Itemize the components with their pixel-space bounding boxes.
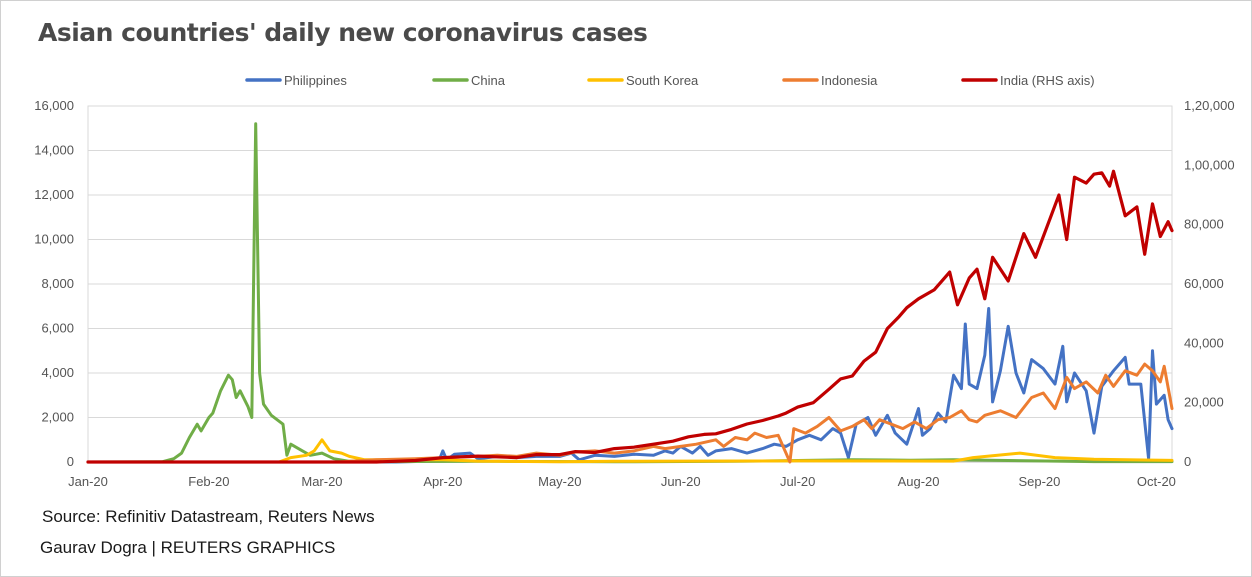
- x-tick-label: May-20: [538, 474, 581, 489]
- y-tick-label-left: 8,000: [41, 276, 74, 291]
- x-axis: Jan-20 Feb-20 Mar-20 Apr-20 May-20 Jun-20 Jul-…: [68, 461, 1176, 489]
- legend-label-china: China: [471, 73, 506, 88]
- x-tick-label: Jul-20: [780, 474, 815, 489]
- source-note: Source: Refinitiv Datastream, Reuters Ne…: [42, 507, 375, 526]
- left-y-axis: 0 2,000 4,000 6,000 8,000 10,000 12,000 14,000 1…: [34, 98, 74, 469]
- y-tick-label-left: 14,000: [34, 143, 74, 158]
- y-tick-label-right: 60,000: [1184, 276, 1224, 291]
- x-tick-label: Mar-20: [301, 474, 342, 489]
- y-tick-label-right: 1,00,000: [1184, 157, 1235, 172]
- x-tick-label: Feb-20: [188, 474, 229, 489]
- y-tick-label-right: 0: [1184, 454, 1191, 469]
- y-tick-label-right: 20,000: [1184, 395, 1224, 410]
- x-tick-label: Jan-20: [68, 474, 108, 489]
- series-line-india-rhs-axis: [86, 169, 1174, 464]
- legend-label-india-rhs-axis: India (RHS axis): [1000, 73, 1095, 88]
- series-lines: [86, 122, 1174, 464]
- y-tick-label-left: 12,000: [34, 187, 74, 202]
- x-tick-label: Jun-20: [661, 474, 701, 489]
- y-tick-label-left: 0: [67, 454, 74, 469]
- legend: Philippines China South Korea Indonesia Indi…: [245, 73, 1095, 88]
- series-line-philippines: [86, 307, 1174, 464]
- x-tick-label: Oct-20: [1137, 474, 1176, 489]
- chart-title: Asian countries' daily new coronavirus c…: [38, 18, 648, 47]
- y-tick-label-right: 40,000: [1184, 335, 1224, 350]
- y-tick-label-left: 2,000: [41, 410, 74, 425]
- series-line-china: [86, 122, 1174, 464]
- y-tick-label-right: 1,20,000: [1184, 98, 1235, 113]
- y-tick-label-left: 6,000: [41, 321, 74, 336]
- x-tick-label: Aug-20: [898, 474, 940, 489]
- x-tick-label: Sep-20: [1018, 474, 1060, 489]
- legend-label-philippines: Philippines: [284, 73, 347, 88]
- y-tick-label-right: 80,000: [1184, 217, 1224, 232]
- y-tick-label-left: 16,000: [34, 98, 74, 113]
- right-y-axis: 0 20,000 40,000 60,000 80,000 1,00,000 1,20,00…: [1184, 98, 1235, 469]
- y-tick-label-left: 4,000: [41, 365, 74, 380]
- legend-label-indonesia: Indonesia: [821, 73, 878, 88]
- credit-line: Gaurav Dogra | REUTERS GRAPHICS: [40, 538, 336, 557]
- legend-label-south-korea: South Korea: [626, 73, 699, 88]
- x-tick-label: Apr-20: [423, 474, 462, 489]
- y-tick-label-left: 10,000: [34, 232, 74, 247]
